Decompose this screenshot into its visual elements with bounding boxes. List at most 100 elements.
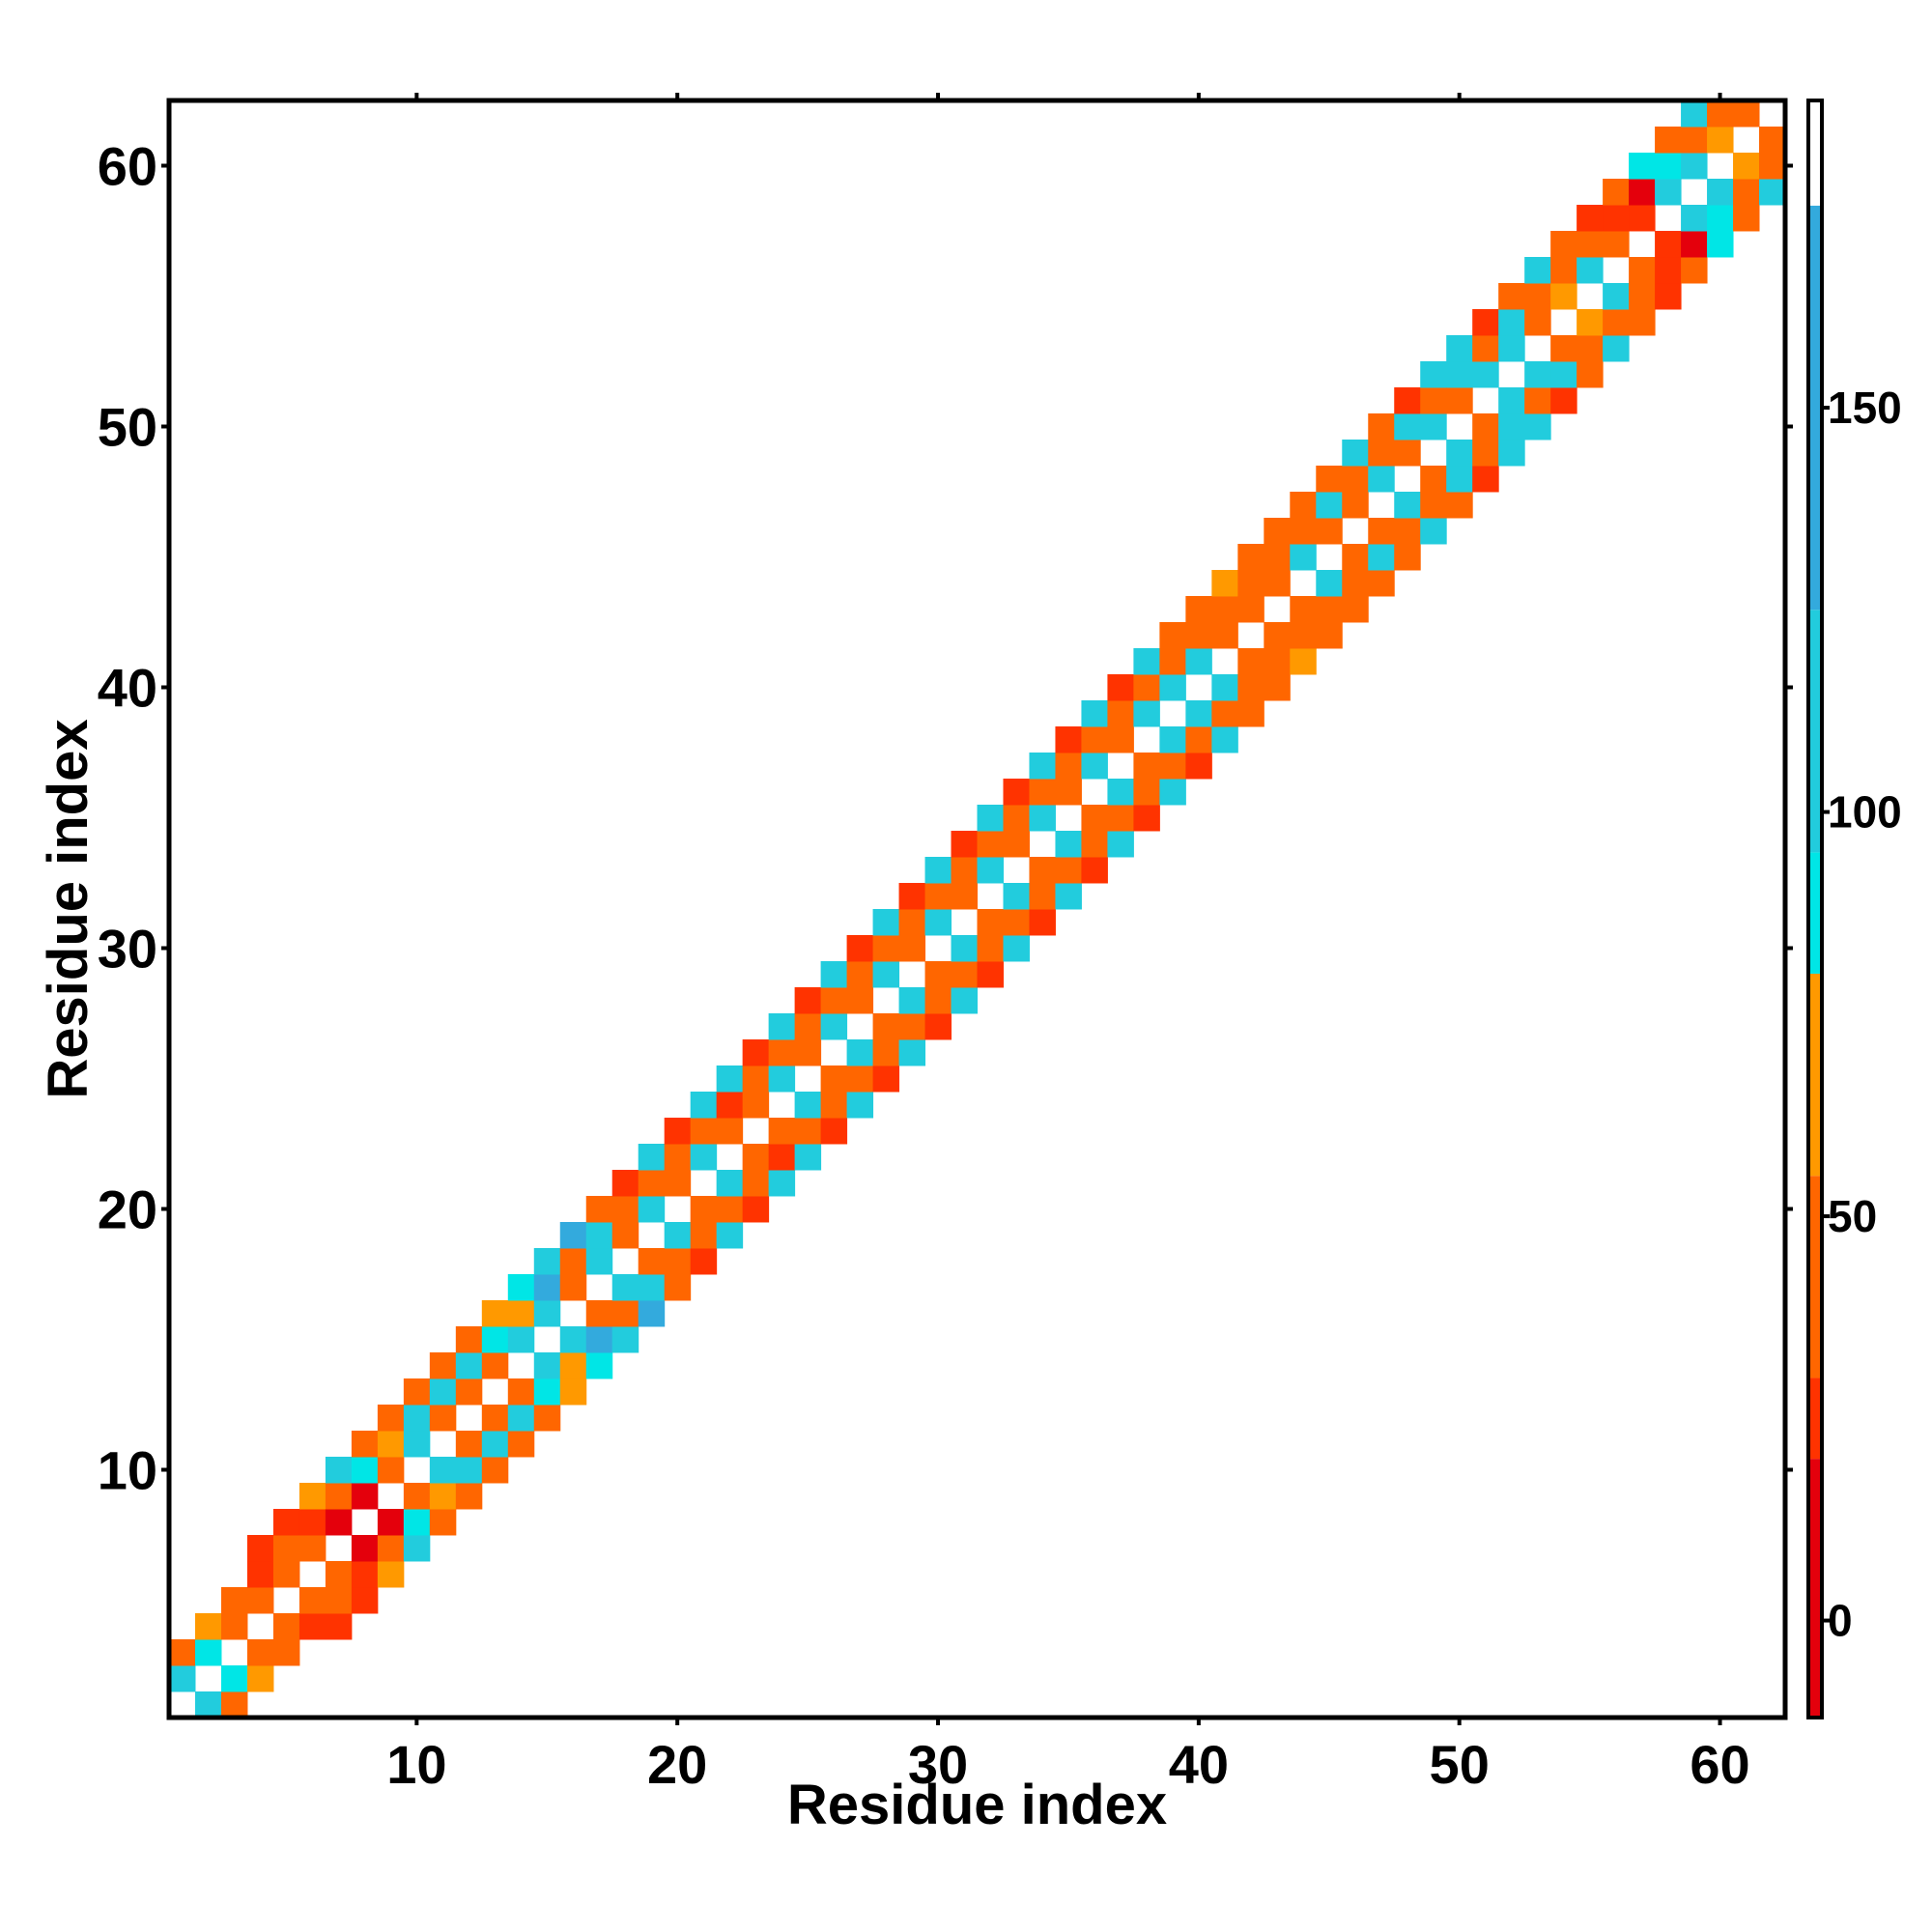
y-axis-title: Residue index [37,719,99,1098]
heatmap-cell [455,1483,483,1510]
heatmap-cell [377,1457,405,1484]
heatmap-cell [1237,596,1264,623]
heatmap-cell [924,857,952,884]
heatmap-cell [872,1039,900,1066]
heatmap-cell [272,1535,300,1562]
heatmap-cell [664,1248,692,1275]
heatmap-cell [377,1431,405,1458]
heatmap-cell [1237,674,1264,701]
heatmap-cell [1524,283,1551,310]
heatmap-cell [846,1039,874,1066]
heatmap-cell [951,961,978,988]
heatmap-cell [820,1118,848,1145]
heatmap-cell [1524,257,1551,284]
heatmap-cell [1603,179,1630,206]
heatmap-cell [1603,309,1630,336]
heatmap-cell [1081,726,1108,753]
heatmap-cell [846,987,874,1014]
heatmap-cell [429,1378,457,1406]
heatmap-cell [481,1326,509,1353]
heatmap-cell [1420,466,1447,493]
heatmap-cell [559,1222,587,1249]
plot-frame [166,98,1788,1720]
heatmap-cell [872,909,900,936]
heatmap-cell [220,1691,248,1719]
heatmap-cell [1629,205,1656,232]
heatmap-cell [1290,596,1317,623]
heatmap-cell [351,1483,379,1510]
heatmap-cell [533,1300,561,1327]
heatmap-cell [951,857,978,884]
heatmap-cell [1029,753,1056,780]
heatmap-cell [1629,179,1656,206]
heatmap-cell [585,1196,613,1223]
heatmap-cell [768,1039,796,1066]
heatmap-cell [533,1405,561,1432]
heatmap-cell [1029,909,1056,936]
heatmap-cell [298,1483,327,1510]
heatmap-cell [1655,283,1682,310]
heatmap-cell [1159,622,1186,649]
heatmap-cell [559,1326,587,1353]
heatmap-cell [924,961,952,988]
heatmap-cell [298,1509,327,1536]
heatmap-cell [1759,153,1786,180]
heatmap-cell [977,909,1004,936]
heatmap-cell [1029,779,1056,806]
colorbar-segment [1808,1378,1822,1460]
heatmap-cell [1003,883,1030,910]
heatmap-cell [846,1065,874,1093]
heatmap-cell [716,1222,744,1249]
heatmap-cell [1342,596,1369,623]
heatmap-cell [1055,831,1082,858]
heatmap-cell [924,909,952,936]
heatmap-cell [194,1613,222,1640]
heatmap-cell [585,1222,613,1249]
heatmap-cell [898,1039,926,1066]
heatmap-cell [1655,127,1682,154]
heatmap-cell [1107,700,1134,727]
heatmap-cell [794,1144,822,1171]
heatmap-cell [1081,831,1108,858]
heatmap-cell [1498,440,1525,467]
heatmap-cell [1290,622,1317,649]
heatmap-cell [1055,857,1082,884]
heatmap-cell [1524,413,1551,440]
heatmap-cell [507,1326,535,1353]
heatmap-cell [1603,335,1630,362]
heatmap-cell [1211,570,1238,597]
heatmap-cell [1577,205,1604,232]
heatmap-cell [455,1378,483,1406]
heatmap-cell [820,1013,848,1040]
heatmap-cell [533,1248,561,1275]
colorbar-segment [1808,610,1822,853]
heatmap-cell [1290,518,1317,545]
heatmap-cell [1681,231,1708,258]
heatmap-cell [898,1013,926,1040]
heatmap-cell [1133,648,1160,675]
heatmap-cell [1133,805,1160,832]
heatmap-cell [351,1431,379,1458]
heatmap-cell [1185,622,1212,649]
heatmap-cell [690,1092,718,1119]
heatmap-cell [664,1222,692,1249]
heatmap-cell [246,1587,274,1614]
heatmap-cell [220,1613,248,1640]
heatmap-cell [533,1274,561,1301]
heatmap-cell [1264,518,1291,545]
heatmap-cell [872,961,900,988]
heatmap-cell [1681,127,1708,154]
heatmap-cell [1681,205,1708,232]
heatmap-cell [768,1118,796,1145]
y-tick-label: 40 [98,658,157,719]
heatmap-cell [1498,335,1525,362]
heatmap-cell [1368,413,1395,440]
heatmap-cell [1185,753,1212,780]
heatmap-cell [1211,596,1238,623]
heatmap-cell [325,1483,353,1510]
heatmap-cell [1211,674,1238,701]
x-tick-label: 60 [1690,1734,1749,1795]
heatmap-cell [351,1587,379,1614]
heatmap-cell [1055,753,1082,780]
